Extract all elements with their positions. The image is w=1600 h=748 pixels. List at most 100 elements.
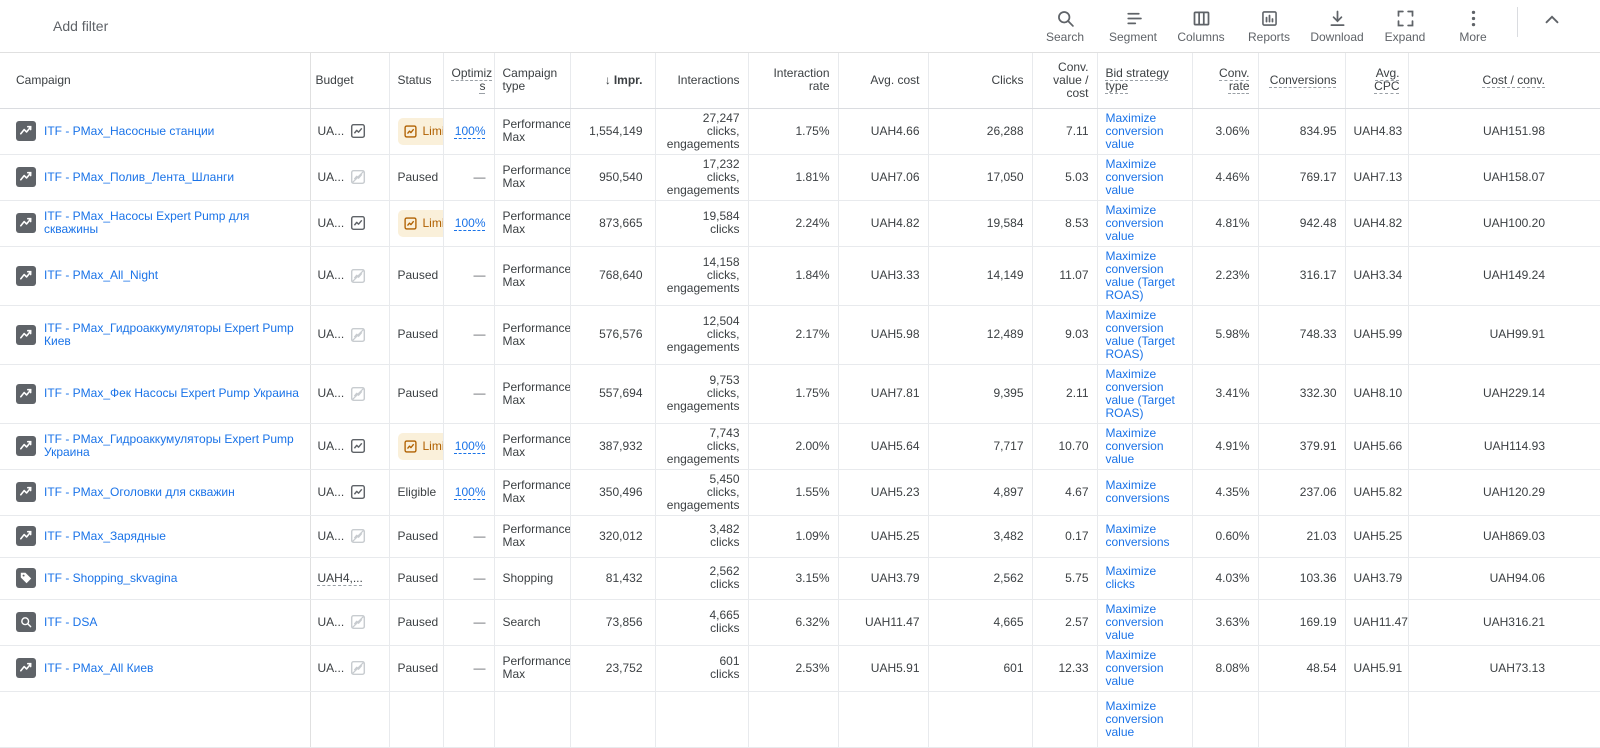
bid-strategy-link[interactable]: Maximize conversion value — [1105, 202, 1164, 243]
bid-strategy-link[interactable]: Maximize conversion value — [1105, 601, 1164, 642]
performance-max-icon — [16, 658, 36, 678]
table-row: ITF - PMax_Гидроаккумуляторы Expert Pump… — [0, 423, 1600, 470]
cell-opt: — — [443, 246, 495, 306]
column-header-conversions[interactable]: Conversions — [1258, 53, 1346, 109]
tool-expand-button[interactable]: Expand — [1371, 8, 1439, 44]
budget-value[interactable]: UA... — [317, 169, 345, 184]
status-badge-limited[interactable]: Limited — [397, 432, 442, 460]
budget-value[interactable]: UA... — [317, 484, 345, 499]
campaign-link[interactable]: ITF - PMax_All_Night — [44, 268, 159, 282]
column-header-clicks[interactable]: Clicks — [928, 53, 1033, 109]
column-header-conv_rate[interactable]: Conv. rate — [1192, 53, 1259, 109]
optimization-score-link[interactable]: 100% — [454, 484, 486, 499]
optimization-score-empty: — — [473, 570, 486, 585]
column-header-impr[interactable]: ↓ Impr. — [570, 53, 656, 109]
campaign-link[interactable]: ITF - PMax_Фек Насосы Expert Pump Украин… — [44, 386, 299, 400]
cell-budget: UA... — [310, 200, 390, 247]
tool-columns-button[interactable]: Columns — [1167, 8, 1235, 44]
optimization-score-link[interactable]: 100% — [454, 438, 486, 453]
budget-report-icon[interactable] — [349, 437, 367, 455]
budget-value[interactable]: UA... — [317, 268, 345, 282]
column-header-rate[interactable]: Interaction rate — [748, 53, 839, 109]
tool-search-button[interactable]: Search — [1031, 8, 1099, 44]
performance-max-icon — [16, 436, 36, 456]
budget-value[interactable]: UA... — [317, 660, 345, 675]
budget-value[interactable]: UA... — [317, 614, 345, 629]
budget-value[interactable]: UA... — [317, 528, 345, 543]
budget-report-icon[interactable] — [349, 527, 367, 545]
add-filter-button[interactable]: Add filter — [53, 18, 109, 34]
tool-download-button[interactable]: Download — [1303, 8, 1371, 44]
budget-value[interactable]: UAH4,... — [317, 570, 363, 585]
budget-report-icon[interactable] — [349, 168, 367, 186]
bid-strategy-link[interactable]: Maximize conversions — [1105, 522, 1170, 549]
budget-report-icon[interactable] — [349, 613, 367, 631]
campaign-link[interactable]: ITF - PMax_Насосы Expert Pump для скважи… — [44, 209, 250, 236]
bid-strategy-link[interactable]: Maximize clicks — [1105, 564, 1157, 591]
budget-report-icon[interactable] — [349, 659, 367, 677]
campaign-link[interactable]: ITF - PMax_Гидроаккумуляторы Expert Pump… — [44, 320, 294, 348]
campaign-link[interactable]: ITF - DSA — [44, 614, 98, 629]
tool-reports-button[interactable]: Reports — [1235, 8, 1303, 44]
cell-rate: 1.75% — [748, 364, 839, 424]
bid-strategy-link[interactable]: Maximize conversions — [1105, 478, 1170, 505]
column-header-campaign[interactable]: Campaign — [0, 53, 311, 109]
bid-strategy-link[interactable]: Maximize conversion value — [1105, 647, 1164, 688]
column-header-avg_cost[interactable]: Avg. cost — [838, 53, 929, 109]
collapse-table-button[interactable] — [1532, 9, 1572, 36]
column-header-type[interactable]: Campaign type — [494, 53, 571, 109]
budget-value[interactable]: UA... — [317, 123, 345, 138]
campaign-link[interactable]: ITF - PMax_Насосные станции — [44, 123, 215, 138]
column-header-bid[interactable]: Bid strategy type — [1097, 53, 1193, 109]
budget-report-icon[interactable] — [349, 483, 367, 501]
optimization-score-link[interactable]: 100% — [454, 123, 486, 138]
column-header-interactions[interactable]: Interactions — [655, 53, 749, 109]
campaign-link[interactable]: ITF - PMax_Полив_Лента_Шланги — [44, 169, 235, 184]
budget-report-icon[interactable] — [349, 267, 367, 285]
bid-strategy-link[interactable]: Maximize conversion value — [1105, 110, 1164, 151]
cell-cost_conv: UAH120.29 — [1408, 469, 1600, 516]
cell-bid: Maximize conversion value (Target ROAS) — [1097, 364, 1193, 424]
cell-cost_conv: UAH114.93 — [1408, 423, 1600, 470]
bid-strategy-link[interactable]: Maximize conversion value — [1105, 425, 1164, 466]
cell-campaign: ITF - Shopping_skvagina — [0, 557, 311, 600]
campaign-link[interactable]: ITF - PMax_Зарядные — [44, 528, 166, 543]
campaign-link[interactable]: ITF - PMax_Гидроаккумуляторы Expert Pump… — [44, 432, 294, 459]
tool-more-button[interactable]: More — [1439, 8, 1507, 44]
budget-report-icon[interactable] — [349, 122, 367, 140]
budget-value[interactable]: UA... — [317, 327, 345, 341]
bid-strategy-link[interactable]: Maximize conversion value — [1105, 698, 1164, 739]
column-header-opt[interactable]: Optimiz s — [443, 53, 495, 109]
cell-conversions: 332.30 — [1258, 364, 1346, 424]
bid-strategy-link[interactable]: Maximize conversion value (Target ROAS) — [1105, 366, 1175, 420]
status-badge-limited[interactable]: Limited — [397, 117, 442, 145]
budget-value[interactable]: UA... — [317, 386, 345, 400]
cell-avg_cost: UAH3.33 — [838, 246, 929, 306]
column-header-cvc[interactable]: Conv. value / cost — [1032, 53, 1098, 109]
budget-report-icon[interactable] — [349, 326, 367, 344]
column-header-avg_cpc[interactable]: Avg. CPC — [1345, 53, 1409, 109]
campaign-link[interactable]: ITF - Shopping_skvagina — [44, 570, 178, 585]
cell-type: Performance Max — [494, 246, 571, 306]
budget-report-icon[interactable] — [349, 214, 367, 232]
bid-strategy-link[interactable]: Maximize conversion value — [1105, 156, 1164, 197]
cell-interactions: 9,753 clicks, engagements — [655, 364, 749, 424]
cell-cost_conv: UAH73.13 — [1408, 645, 1600, 692]
column-header-budget[interactable]: Budget — [310, 53, 390, 109]
optimization-score-empty: — — [473, 528, 486, 543]
column-header-status[interactable]: Status — [389, 53, 444, 109]
table-row: ITF - PMax_All Киев UA... Paused — Performan… — [0, 645, 1600, 692]
tool-segment-button[interactable]: Segment — [1099, 8, 1167, 44]
budget-value[interactable]: UA... — [317, 215, 345, 230]
optimization-score-link[interactable]: 100% — [454, 215, 486, 230]
bid-strategy-link[interactable]: Maximize conversion value (Target ROAS) — [1105, 248, 1175, 302]
campaign-link[interactable]: ITF - PMax_Оголовки для скважин — [44, 484, 235, 499]
bid-strategy-link[interactable]: Maximize conversion value (Target ROAS) — [1105, 307, 1175, 361]
budget-value[interactable]: UA... — [317, 438, 345, 453]
budget-report-icon[interactable] — [349, 385, 367, 403]
status-badge-limited[interactable]: Limited — [397, 209, 442, 237]
column-header-cost_conv[interactable]: Cost / conv. — [1408, 53, 1600, 109]
cell-cvc: 4.67 — [1032, 469, 1098, 516]
cell-conv_rate: 4.46% — [1192, 154, 1259, 201]
campaign-link[interactable]: ITF - PMax_All Киев — [44, 660, 154, 675]
